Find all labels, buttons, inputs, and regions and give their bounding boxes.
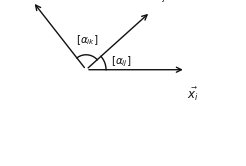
- Text: $\vec{x_j}$: $\vec{x_j}$: [155, 0, 167, 5]
- Text: $\vec{x_i}$: $\vec{x_i}$: [186, 86, 198, 103]
- Text: $[\alpha_{ij}]$: $[\alpha_{ij}]$: [111, 54, 132, 69]
- Text: $[\alpha_{ik}]$: $[\alpha_{ik}]$: [76, 33, 99, 46]
